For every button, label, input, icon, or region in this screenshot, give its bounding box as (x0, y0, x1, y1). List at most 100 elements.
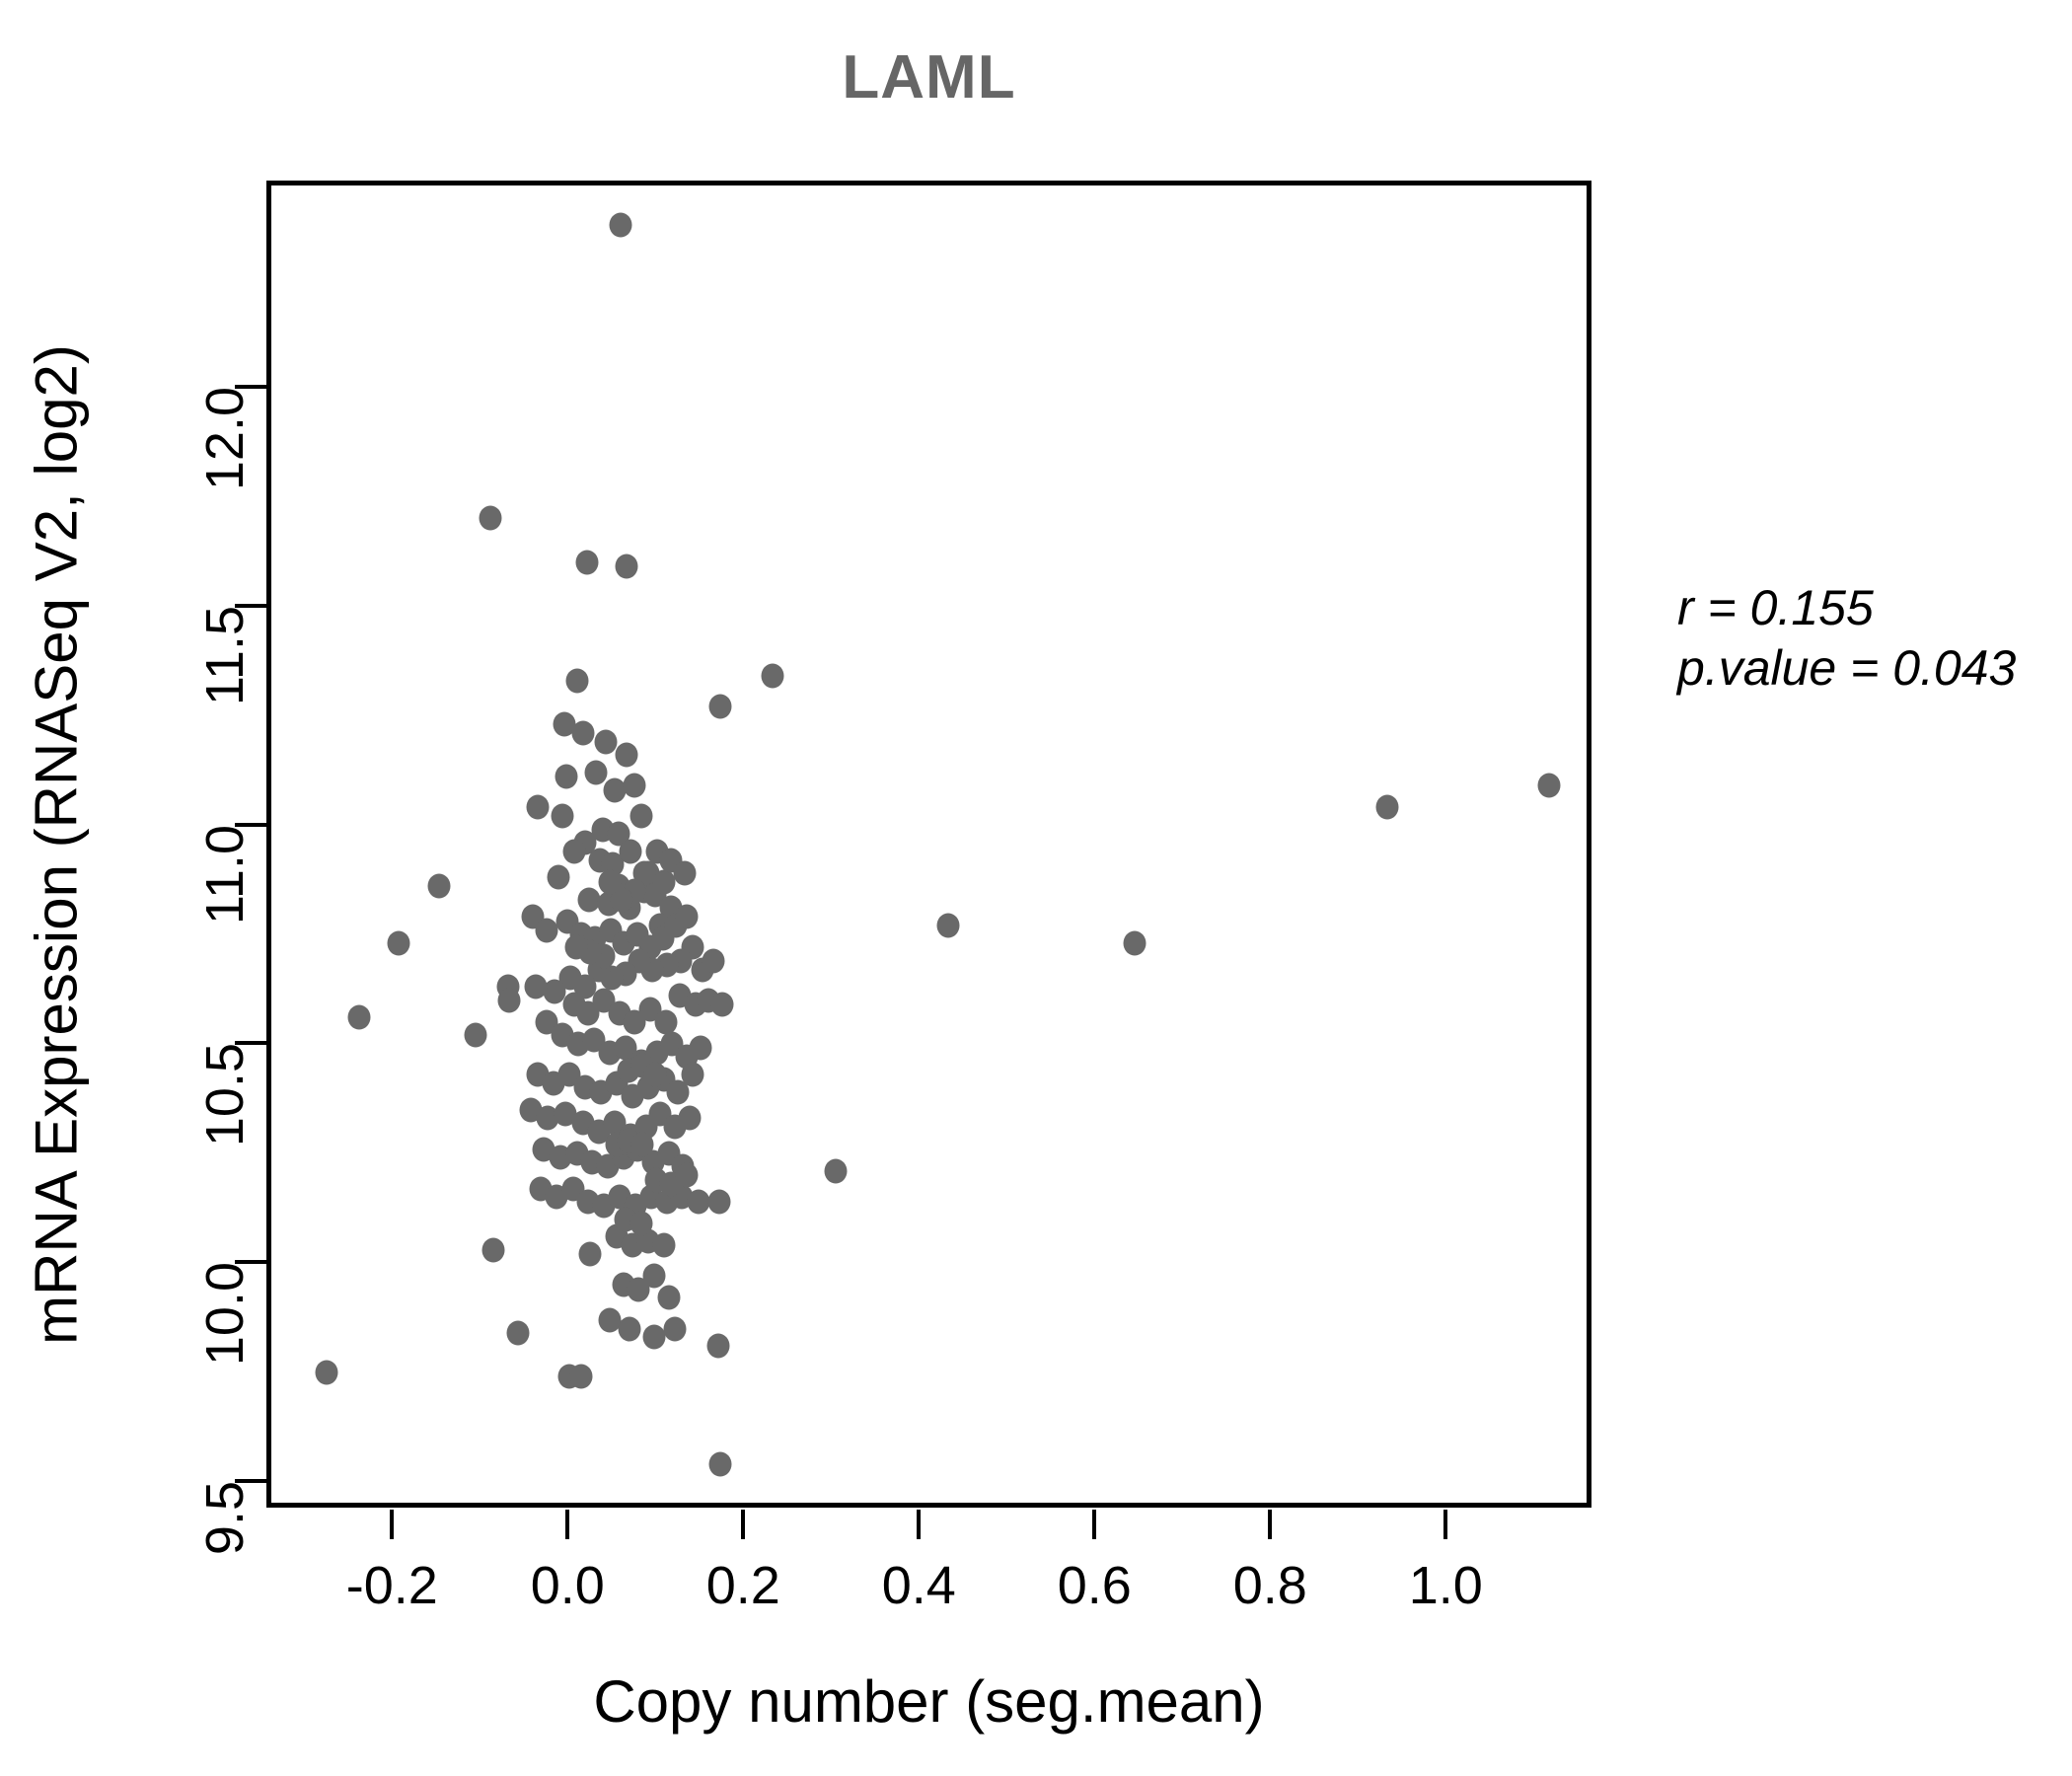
data-point (594, 729, 618, 755)
data-point (610, 887, 633, 913)
data-point (630, 1132, 654, 1157)
y-tick-label-text: 10.5 (195, 1043, 255, 1147)
data-point (497, 988, 521, 1013)
data-point (629, 1211, 653, 1236)
data-point (678, 1105, 702, 1131)
data-point (1375, 794, 1399, 820)
y-tick-mark (235, 1041, 266, 1046)
x-tick-mark (390, 1510, 395, 1539)
statistics-annotation: r = 0.155 p.value = 0.043 (1677, 578, 2016, 699)
data-point (1123, 930, 1147, 956)
data-point (629, 803, 653, 829)
data-point (603, 777, 627, 803)
data-point (681, 1062, 704, 1087)
data-point (936, 913, 960, 938)
x-tick-mark (1268, 1510, 1273, 1539)
data-point (643, 1062, 667, 1087)
data-point (551, 803, 574, 829)
data-point (479, 505, 502, 531)
data-point (761, 663, 784, 689)
data-point (584, 760, 608, 785)
y-tick-mark (235, 1479, 266, 1484)
data-point (675, 1162, 699, 1188)
data-point (575, 550, 598, 575)
data-point (673, 860, 697, 886)
data-point (666, 1079, 690, 1105)
data-point (623, 773, 646, 798)
x-tick-mark (1092, 1510, 1097, 1539)
data-point (506, 1320, 530, 1346)
data-point (598, 1307, 622, 1333)
y-tick-label-text: 12.0 (195, 386, 255, 490)
data-point (657, 1285, 681, 1310)
x-tick-label: 0.2 (705, 1556, 780, 1615)
plot-area (266, 181, 1591, 1508)
data-point (652, 1232, 676, 1258)
data-point (706, 1333, 730, 1359)
y-tick-label-text: 9.5 (195, 1481, 255, 1556)
data-point (609, 212, 632, 238)
data-point (708, 1451, 732, 1477)
y-tick-mark (235, 1260, 266, 1265)
data-point (562, 839, 586, 864)
x-tick-label: 0.4 (881, 1556, 956, 1615)
data-point (615, 742, 638, 768)
data-point (564, 934, 588, 960)
data-point (524, 974, 548, 999)
data-point (708, 694, 732, 719)
y-tick-mark (235, 603, 266, 608)
data-point (536, 1105, 559, 1131)
data-point (642, 1263, 666, 1289)
data-point (702, 948, 725, 974)
data-point (710, 992, 734, 1017)
data-point (652, 869, 676, 895)
data-point (571, 720, 595, 746)
data-point (558, 965, 582, 991)
data-point (347, 1004, 371, 1030)
y-tick-mark (235, 384, 266, 389)
x-tick-label: 1.0 (1408, 1556, 1483, 1615)
y-tick-label-text: 11.0 (195, 824, 255, 925)
data-point (569, 1364, 593, 1389)
y-axis-label: mRNA Expression (RNASeq V2, log2) (18, 181, 95, 1508)
data-point (824, 1158, 848, 1184)
y-axis-label-text: mRNA Expression (RNASeq V2, log2) (23, 343, 90, 1345)
data-point (481, 1237, 505, 1263)
data-point (535, 918, 558, 943)
x-tick-label: 0.0 (530, 1556, 605, 1615)
data-point (464, 1022, 487, 1048)
y-tick-mark (235, 822, 266, 827)
x-axis-label: Copy number (seg.mean) (593, 1668, 1265, 1735)
data-point (654, 1009, 678, 1035)
data-point (1537, 773, 1561, 798)
data-point (387, 930, 410, 956)
data-point (427, 873, 451, 899)
correlation-r: r = 0.155 (1677, 580, 1874, 635)
x-tick-mark (565, 1510, 570, 1539)
data-point (707, 1189, 731, 1215)
data-point (615, 554, 638, 579)
data-point (547, 864, 570, 890)
data-point (315, 1360, 338, 1385)
x-tick-label: 0.6 (1057, 1556, 1132, 1615)
data-point (578, 1241, 602, 1267)
page-title: LAML (842, 43, 1016, 111)
p-value: p.value = 0.043 (1677, 640, 2017, 696)
x-tick-mark (741, 1510, 746, 1539)
data-point (642, 1324, 666, 1350)
data-point (675, 904, 699, 929)
data-point (577, 887, 601, 913)
x-tick-mark (1443, 1510, 1448, 1539)
data-point (543, 979, 566, 1004)
data-point (554, 1101, 577, 1127)
data-point (555, 764, 578, 789)
data-point (687, 1189, 710, 1215)
x-tick-label: 0.8 (1232, 1556, 1307, 1615)
data-point (618, 1316, 641, 1342)
data-point (663, 1316, 686, 1342)
y-tick-label-text: 11.5 (195, 605, 255, 705)
y-tick-label-text: 10.0 (195, 1262, 255, 1367)
data-point (598, 869, 622, 895)
x-tick-mark (917, 1510, 922, 1539)
